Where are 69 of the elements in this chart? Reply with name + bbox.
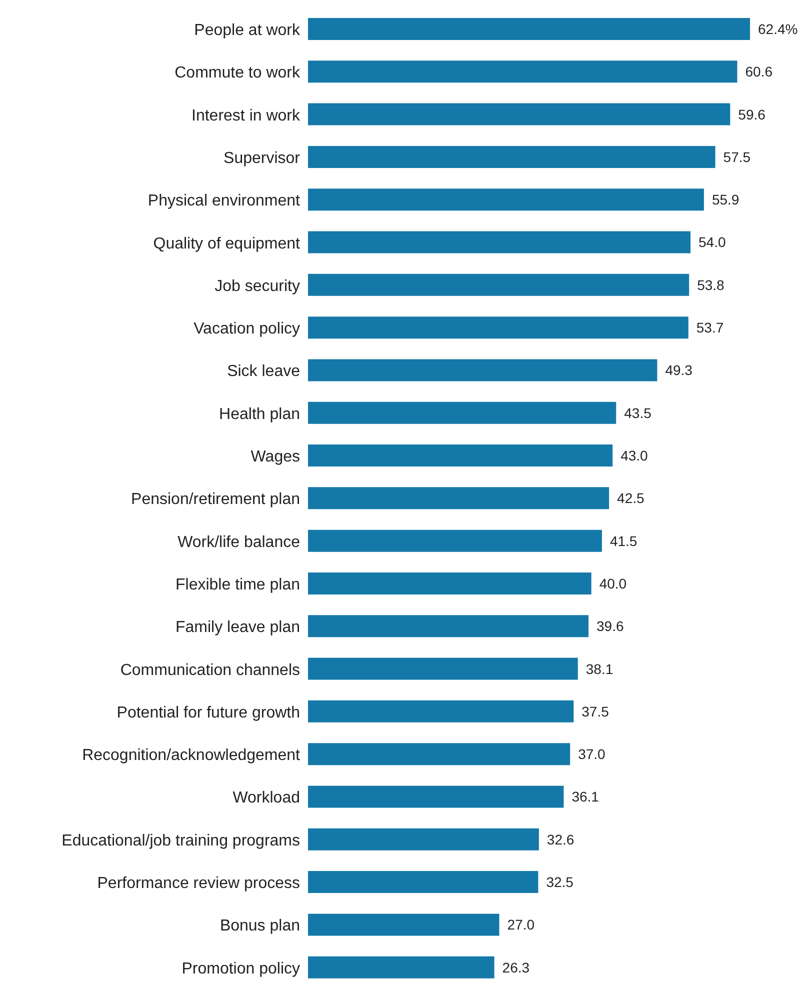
bar (308, 871, 538, 894)
y-tick-label: Flexible time plan (176, 576, 300, 594)
y-tick-label: Commute to work (174, 64, 301, 82)
data-label: 39.6 (596, 618, 624, 634)
data-label: 41.5 (610, 532, 638, 549)
data-label: 36.1 (572, 788, 600, 805)
y-tick-label: Sick leave (227, 363, 300, 380)
data-label: 42.5 (617, 490, 645, 506)
data-label: 53.8 (697, 276, 725, 293)
y-tick-label: Family leave plan (176, 619, 300, 636)
y-tick-label: Recognition/acknowledgement (82, 747, 301, 764)
data-label: 37.5 (582, 703, 610, 720)
data-label: 27.0 (507, 916, 535, 933)
bar (308, 658, 578, 680)
bar (308, 188, 704, 211)
y-tick-label: Pension/retirement plan (131, 491, 300, 508)
y-tick-label: Interest in work (192, 107, 301, 124)
y-tick-label: Educational/job training programs (62, 832, 300, 850)
bar (308, 359, 658, 382)
bar (308, 615, 588, 638)
bar (308, 18, 750, 40)
y-tick-label: Bonus plan (220, 918, 300, 935)
bar (308, 743, 570, 766)
data-label: 26.3 (502, 959, 530, 976)
y-tick-label: Physical environment (148, 192, 301, 210)
y-tick-label: Performance review process (97, 875, 300, 892)
bar (308, 828, 539, 850)
data-label: 40.0 (599, 575, 627, 592)
bar (308, 956, 494, 978)
y-tick-label: Wages (250, 448, 300, 466)
data-label: 49.3 (665, 362, 693, 378)
data-label: 62.4% (758, 20, 798, 37)
y-tick-label: Vacation policy (194, 320, 300, 338)
data-label: 53.7 (696, 320, 724, 336)
bar (308, 316, 688, 339)
data-label: 60.6 (745, 64, 773, 80)
data-label: 43.0 (620, 447, 648, 464)
y-tick-label: Promotion policy (182, 960, 300, 978)
bar (308, 231, 690, 254)
y-tick-label: Workload (232, 790, 300, 807)
y-tick-label: Health plan (219, 406, 300, 423)
bar (308, 402, 616, 424)
y-tick-label: Communication channels (120, 662, 300, 679)
bar (308, 786, 564, 808)
bar (308, 146, 716, 168)
data-label: 32.6 (546, 831, 574, 848)
data-label: 43.5 (624, 404, 652, 421)
bar (308, 444, 613, 467)
data-label: 37.0 (578, 746, 606, 762)
bar (308, 274, 690, 296)
bar (308, 572, 592, 594)
y-tick-label: Work/life balance (178, 534, 300, 551)
bar (308, 700, 574, 722)
y-tick-label: Supervisor (224, 150, 301, 167)
data-label: 32.5 (546, 874, 574, 890)
bar (308, 60, 738, 83)
data-label: 55.9 (712, 192, 740, 208)
data-label: 59.6 (738, 106, 766, 122)
y-tick-label: Quality of equipment (153, 235, 301, 252)
y-tick-label: Potential for future growth (116, 704, 300, 722)
y-tick-label: Job security (214, 278, 300, 295)
bar (308, 103, 730, 126)
bar (308, 530, 602, 552)
bar (308, 487, 610, 510)
y-tick-label: People at work (194, 22, 301, 40)
data-label: 54.0 (698, 234, 726, 250)
data-label: 57.5 (723, 148, 751, 165)
bar (308, 914, 500, 936)
data-label: 38.1 (586, 660, 614, 677)
